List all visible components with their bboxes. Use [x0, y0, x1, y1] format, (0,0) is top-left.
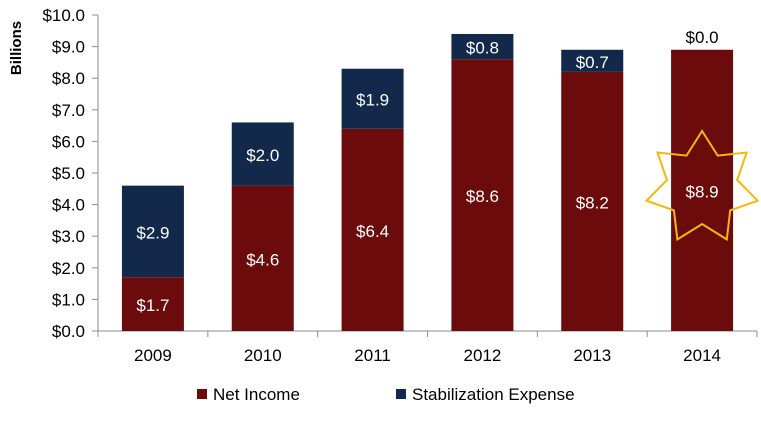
y-tick-label: $8.0: [52, 69, 85, 88]
bar-net-income: [561, 71, 624, 331]
x-tick-label: 2011: [354, 346, 391, 365]
x-tick-label: 2010: [244, 346, 282, 365]
data-label: $8.9: [686, 182, 719, 201]
legend-swatch: [396, 389, 406, 399]
bar-stabilization-expense: [341, 68, 404, 129]
data-label: $2.0: [246, 146, 279, 165]
bar-net-income: [671, 49, 734, 331]
x-tick-label: 2009: [134, 346, 172, 365]
x-tick-label: 2013: [573, 346, 611, 365]
y-tick-label: $6.0: [52, 132, 85, 151]
y-tick-label: $0.0: [52, 322, 85, 341]
x-tick-label: 2012: [464, 346, 502, 365]
y-tick-label: $2.0: [52, 259, 85, 278]
data-label: $0.7: [576, 53, 609, 72]
y-tick-label: $9.0: [52, 38, 85, 57]
bar-net-income: [231, 185, 294, 331]
y-axis-title: Billions: [8, 21, 25, 75]
data-label: $8.6: [466, 187, 499, 206]
x-tick-label: 2014: [683, 346, 721, 365]
bar-net-income: [451, 59, 514, 332]
bar-net-income: [121, 277, 184, 331]
y-tick-label: $3.0: [52, 227, 85, 246]
data-label: $1.7: [136, 296, 169, 315]
data-label: $2.9: [136, 223, 169, 242]
y-tick-label: $1.0: [52, 290, 85, 309]
data-label: $1.9: [356, 91, 389, 110]
y-tick-label: $5.0: [52, 164, 85, 183]
data-label: $4.6: [246, 250, 279, 269]
y-tick-label: $10.0: [42, 6, 85, 25]
bar-net-income: [341, 128, 404, 331]
bar-stabilization-expense: [561, 49, 624, 72]
legend-swatch: [197, 389, 207, 399]
y-tick-label: $7.0: [52, 101, 85, 120]
legend-label: Stabilization Expense: [412, 385, 575, 404]
y-tick-label: $4.0: [52, 196, 85, 215]
data-label: $6.4: [356, 222, 389, 241]
data-label: $0.0: [686, 28, 719, 47]
legend-label: Net Income: [213, 385, 300, 404]
bar-stabilization-expense: [121, 185, 184, 278]
bar-stabilization-expense: [231, 122, 294, 186]
highlight-star-icon: [644, 129, 760, 242]
bar-stabilization-expense: [451, 33, 514, 60]
data-label: $8.2: [576, 193, 609, 212]
data-label: $0.8: [466, 39, 499, 58]
